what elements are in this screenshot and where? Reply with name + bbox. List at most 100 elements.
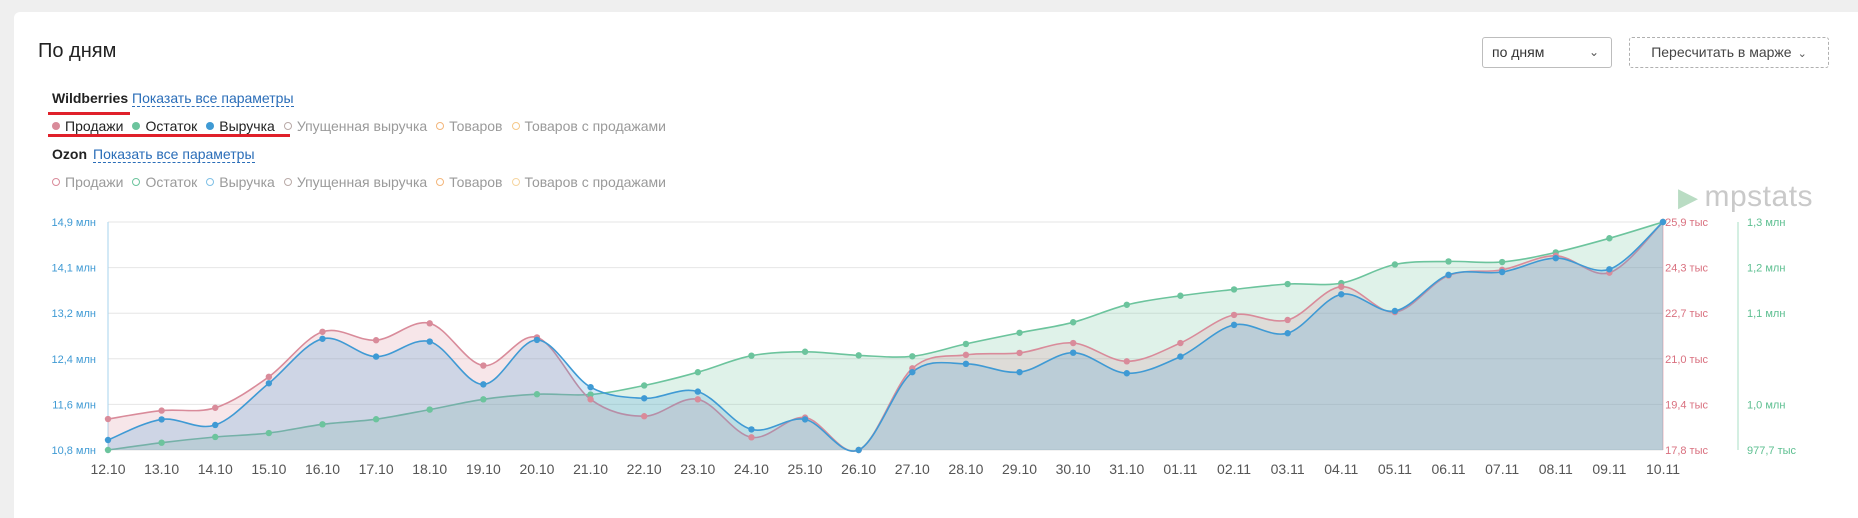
x-axis-tick-label: 30.10 [1056,461,1091,477]
data-point [265,380,273,387]
data-point [1552,254,1559,262]
x-axis-tick-label: 25.10 [788,461,823,477]
legend-label: Продажи [65,174,124,190]
x-axis-tick-label: 26.10 [841,461,876,477]
legend-item[interactable]: Выручка [206,118,275,134]
legend-item[interactable]: Товаров [436,118,503,134]
x-axis-tick-label: 18.10 [412,461,447,477]
data-point [158,416,165,423]
data-point [426,320,433,327]
x-axis-tick-label: 22.10 [627,461,662,477]
data-point [1177,292,1184,299]
legend-dot-icon [436,122,445,130]
marketplace-name-wildberries: Wildberries [52,90,129,106]
x-axis-tick-label: 01.11 [1163,461,1197,477]
x-axis-tick-label: 19.10 [466,461,501,477]
x-axis-tick-label: 27.10 [895,461,930,477]
data-point [480,362,487,369]
data-point [480,381,487,388]
legend-dot-icon [283,122,292,130]
data-point [212,421,219,429]
data-point [1284,330,1291,337]
legend-item[interactable]: Остаток [132,118,197,134]
legend-item[interactable]: Товаров [436,174,503,190]
data-point [319,335,326,342]
right-axis-tick-label: 21,0 тыс [1665,354,1708,366]
period-select[interactable]: по дням ⌄ [1482,37,1612,68]
active-marketplace-underline [48,112,130,115]
x-axis-tick-label: 02.11 [1217,461,1251,477]
marketplace-name-ozon: Ozon [52,146,87,162]
data-point [1177,339,1184,347]
show-all-params-ozon[interactable]: Показать все параметры [93,146,255,163]
legend-dot-icon [132,178,141,186]
chevron-down-icon: ⌄ [1797,48,1807,60]
data-point [1606,235,1613,242]
data-point [748,352,755,359]
legend-item[interactable]: Упущенная выручка [283,118,428,134]
legend-label: Остаток [145,174,198,190]
legend-item[interactable]: Остаток [132,174,197,190]
recalc-margin-button[interactable]: Пересчитать в марже ⌄ [1629,37,1829,68]
data-point [641,382,648,389]
legend-dot-icon [206,122,215,130]
legend-item[interactable]: Продажи [52,174,123,190]
legend-item[interactable]: Товаров с продажами [511,174,666,190]
data-point [1230,311,1238,319]
data-point [426,406,433,413]
data-point [372,337,380,344]
legend-label: Товаров [449,118,503,134]
data-point [1230,286,1238,293]
x-axis-tick-label: 13.10 [144,461,179,477]
legend-item[interactable]: Продажи [52,118,123,134]
data-point [587,383,594,391]
data-point [587,396,594,403]
show-all-params-wildberries[interactable]: Показать все параметры [132,90,294,107]
data-point [1284,280,1291,288]
right-axis-tick-label: 22,7 тыс [1665,308,1708,320]
active-params-underline [48,134,290,137]
left-axis-tick-label: 10,8 млн [51,445,96,457]
data-point [694,388,702,395]
data-point [104,415,112,423]
x-axis-tick-label: 24.10 [734,461,769,477]
data-point [1016,368,1023,376]
data-point [1338,291,1345,298]
x-axis-tick-label: 15.10 [251,461,286,477]
right-axis-tick-label: 24,3 тыс [1665,263,1708,275]
x-axis-tick-label: 10.11 [1646,461,1680,477]
data-point [533,391,541,398]
legend-item[interactable]: Упущенная выручка [283,174,427,190]
legend-item[interactable]: Товаров с продажами [511,118,667,134]
legend-label: Выручка [219,174,275,190]
series-area [108,222,1663,452]
logo-play-icon: ▶ [1678,182,1699,212]
x-axis-tick-label: 05.11 [1378,461,1412,477]
legend-label: Товаров с продажами [524,118,667,134]
data-point [265,429,273,437]
legend-dot-icon [206,178,215,186]
legend-item[interactable]: Выручка [206,174,275,190]
data-point [480,396,487,403]
data-point [1445,258,1452,265]
right-axis2-tick-label: 1,1 млн [1747,308,1785,320]
data-point [372,353,380,360]
right-axis-tick-label: 25,9 тыс [1665,217,1708,229]
data-point [1498,258,1506,266]
x-axis-tick-label: 28.10 [948,461,983,477]
series-area [108,222,1663,450]
x-axis-tick-label: 14.10 [198,461,233,477]
data-point [1016,349,1023,357]
data-point [1069,319,1077,326]
data-point [641,413,648,420]
data-point [694,396,702,403]
data-point [1391,261,1399,268]
x-axis-tick-label: 16.10 [305,461,340,477]
data-point [158,439,165,446]
legend-label: Выручка [219,118,275,134]
data-point [962,340,970,348]
data-point [158,407,165,414]
x-axis-tick-label: 17.10 [359,461,394,477]
legend-label: Упущенная выручка [296,118,428,134]
